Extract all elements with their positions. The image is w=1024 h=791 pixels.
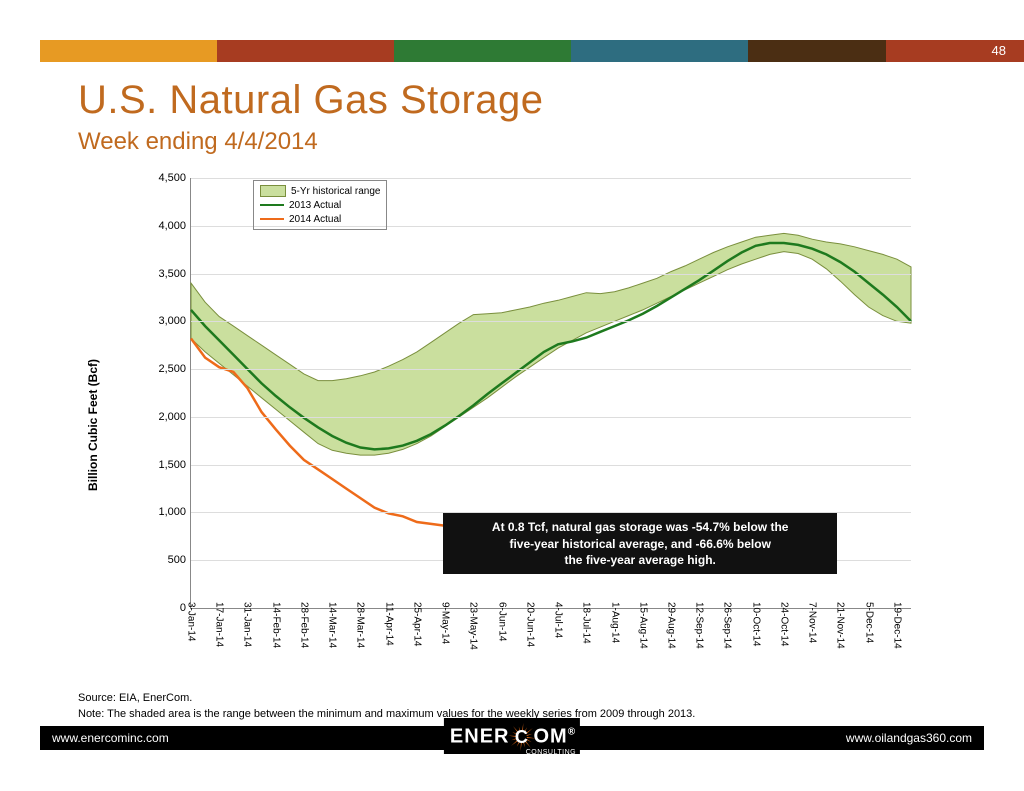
- x-tick-label: 31-Jan-14: [242, 602, 253, 647]
- legend-line: [260, 218, 284, 220]
- x-tick-label: 10-Oct-14: [750, 602, 761, 646]
- y-tick-label: 3,500: [146, 268, 186, 280]
- legend-item: 2013 Actual: [260, 198, 380, 212]
- x-tick-label: 23-May-14: [468, 602, 479, 650]
- x-tick-label: 28-Mar-14: [355, 602, 366, 648]
- gridline: [191, 417, 911, 418]
- y-tick-label: 500: [146, 554, 186, 566]
- x-tick-label: 9-May-14: [440, 602, 451, 644]
- x-tick-label: 25-Apr-14: [411, 602, 422, 646]
- y-tick-label: 4,500: [146, 172, 186, 184]
- legend-label: 5-Yr historical range: [291, 186, 380, 197]
- y-tick-label: 0: [146, 602, 186, 614]
- chart-legend: 5-Yr historical range 2013 Actual 2014 Act…: [253, 180, 387, 230]
- gridline: [191, 321, 911, 322]
- y-tick-label: 2,000: [146, 411, 186, 423]
- logo-text: ENERCOM® CONSULTING: [444, 718, 580, 754]
- stripe-seg: [571, 40, 748, 62]
- y-tick-label: 1,500: [146, 459, 186, 471]
- stripe-seg: [394, 40, 571, 62]
- x-tick-label: 21-Nov-14: [835, 602, 846, 649]
- y-tick-label: 4,000: [146, 220, 186, 232]
- five-year-range: [191, 233, 911, 455]
- x-tick-label: 19-Dec-14: [891, 602, 902, 649]
- x-tick-label: 3-Jan-14: [186, 602, 197, 641]
- legend-label: 2013 Actual: [289, 200, 341, 211]
- enercom-logo: ENERCOM® CONSULTING: [444, 718, 580, 754]
- source-text: Source: EIA, EnerCom.: [78, 692, 192, 704]
- plot-area: 5-Yr historical range 2013 Actual 2014 Act…: [190, 178, 911, 609]
- y-tick-label: 1,000: [146, 506, 186, 518]
- legend-swatch: [260, 185, 286, 197]
- x-tick-label: 4-Jul-14: [553, 602, 564, 638]
- x-tick-label: 26-Sep-14: [722, 602, 733, 649]
- x-tick-label: 14-Feb-14: [270, 602, 281, 648]
- stripe-seg: [40, 40, 217, 62]
- footer-url-left: www.enercominc.com: [52, 731, 169, 745]
- slide-title: U.S. Natural Gas Storage: [78, 78, 544, 123]
- x-tick-label: 18-Jul-14: [581, 602, 592, 644]
- y-tick-label: 2,500: [146, 363, 186, 375]
- x-tick-label: 28-Feb-14: [298, 602, 309, 648]
- gridline: [191, 178, 911, 179]
- note-text: Note: The shaded area is the range betwe…: [78, 708, 695, 720]
- gridline: [191, 274, 911, 275]
- starburst-icon: C: [506, 722, 536, 752]
- slide-subtitle: Week ending 4/4/2014: [78, 128, 318, 156]
- legend-line: [260, 204, 284, 206]
- legend-item: 2014 Actual: [260, 212, 380, 226]
- stripe-seg: [748, 40, 886, 62]
- callout-box: At 0.8 Tcf, natural gas storage was -54.…: [443, 513, 837, 574]
- x-tick-label: 15-Aug-14: [637, 602, 648, 649]
- storage-chart: Billion Cubic Feet (Bcf) 5-Yr historical…: [135, 170, 935, 680]
- stripe-seg: [217, 40, 394, 62]
- registered-icon: ®: [568, 727, 576, 738]
- x-tick-label: 17-Jan-14: [214, 602, 225, 647]
- x-tick-label: 7-Nov-14: [807, 602, 818, 643]
- y-tick-label: 3,000: [146, 315, 186, 327]
- page-number: 48: [992, 40, 1006, 62]
- x-tick-label: 12-Sep-14: [694, 602, 705, 649]
- gridline: [191, 369, 911, 370]
- gridline: [191, 465, 911, 466]
- legend-label: 2014 Actual: [289, 214, 341, 225]
- x-tick-label: 6-Jun-14: [496, 602, 507, 641]
- legend-item: 5-Yr historical range: [260, 184, 380, 198]
- logo-subtitle: CONSULTING: [526, 749, 576, 756]
- x-tick-label: 11-Apr-14: [383, 602, 394, 646]
- y-axis-label: Billion Cubic Feet (Bcf): [86, 359, 100, 491]
- x-tick-label: 20-Jun-14: [524, 602, 535, 647]
- x-tick-label: 24-Oct-14: [778, 602, 789, 646]
- slide: 48 U.S. Natural Gas Storage Week ending …: [0, 0, 1024, 791]
- x-tick-label: 5-Dec-14: [863, 602, 874, 643]
- svg-text:C: C: [514, 727, 528, 747]
- top-stripe: 48: [40, 40, 1024, 62]
- x-tick-label: 29-Aug-14: [666, 602, 677, 649]
- x-tick-label: 14-Mar-14: [327, 602, 338, 648]
- footer-url-right: www.oilandgas360.com: [846, 731, 972, 745]
- x-tick-label: 1-Aug-14: [609, 602, 620, 643]
